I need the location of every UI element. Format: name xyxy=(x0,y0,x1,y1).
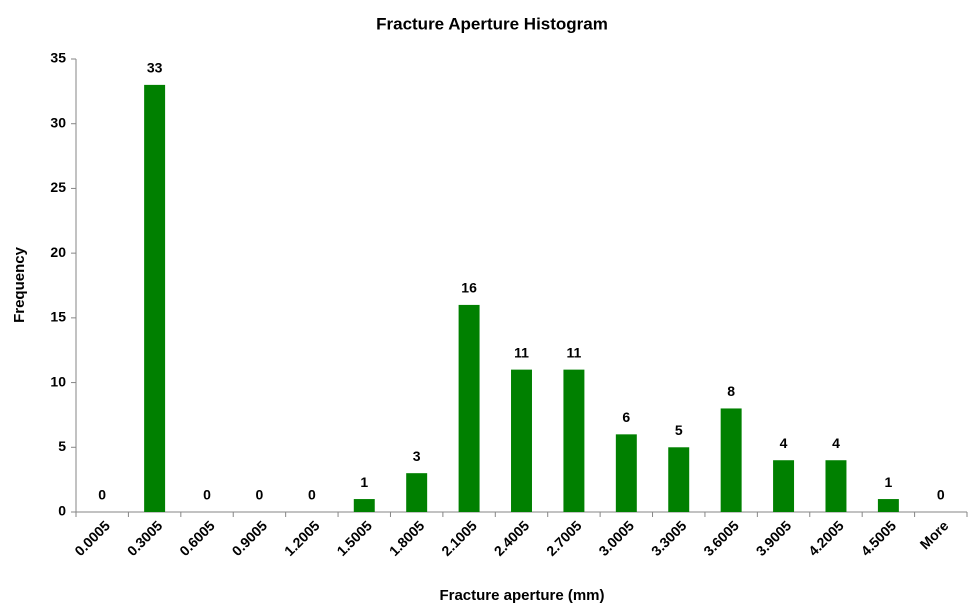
x-tick-label: 1.2005 xyxy=(281,517,323,559)
data-label: 5 xyxy=(675,422,683,438)
data-label: 0 xyxy=(256,487,264,503)
x-tick-label: 3.9005 xyxy=(753,517,795,559)
bar xyxy=(511,369,532,512)
bar xyxy=(144,84,166,512)
data-label: 11 xyxy=(567,344,582,360)
data-label: 0 xyxy=(937,487,945,503)
bar xyxy=(563,369,585,512)
y-tick-label: 20 xyxy=(50,244,66,260)
data-label: 4 xyxy=(832,435,840,451)
bar xyxy=(406,473,428,512)
chart-title: Fracture Aperture Histogram xyxy=(376,14,608,33)
bar xyxy=(877,499,899,512)
data-label: 6 xyxy=(622,409,630,425)
y-tick-label: 30 xyxy=(50,114,66,130)
x-tick-label: 0.3005 xyxy=(124,517,166,559)
data-label: 0 xyxy=(308,487,316,503)
x-tick-label: 2.1005 xyxy=(438,517,480,559)
x-tick-label: 3.3005 xyxy=(648,517,690,559)
x-tick-label: 1.8005 xyxy=(386,517,428,559)
y-axis-label: Frequency xyxy=(11,246,28,323)
x-tick-label: 2.7005 xyxy=(543,517,585,559)
bar xyxy=(353,499,375,512)
x-tick-label: 4.2005 xyxy=(805,517,847,559)
bar xyxy=(458,304,480,512)
x-axis-label: Fracture aperture (mm) xyxy=(439,587,604,604)
x-tick-label: 2.4005 xyxy=(491,517,533,559)
bar xyxy=(720,408,742,512)
x-tick-label: 1.5005 xyxy=(333,517,375,559)
data-label: 0 xyxy=(203,487,211,503)
data-label: 0 xyxy=(98,487,106,503)
data-label: 1 xyxy=(360,474,368,490)
data-label: 16 xyxy=(461,280,477,296)
data-label: 8 xyxy=(727,383,735,399)
bar xyxy=(615,434,637,512)
data-label: 1 xyxy=(884,474,892,490)
y-tick-label: 0 xyxy=(58,503,66,519)
x-tick-label: 3.0005 xyxy=(595,517,637,559)
x-tick-label: More xyxy=(917,517,952,552)
bar xyxy=(825,460,847,512)
data-label: 3 xyxy=(413,448,421,464)
x-tick-label: 4.5005 xyxy=(858,517,900,559)
y-tick-label: 15 xyxy=(50,309,66,325)
bar xyxy=(668,447,690,512)
x-tick-label: 3.6005 xyxy=(700,517,742,559)
x-tick-label: 0.6005 xyxy=(176,517,218,559)
data-label: 11 xyxy=(514,344,529,360)
data-label: 4 xyxy=(780,435,788,451)
x-tick-label: 0.0005 xyxy=(71,517,113,559)
y-tick-label: 35 xyxy=(50,50,66,66)
y-tick-label: 25 xyxy=(50,179,66,195)
data-label: 33 xyxy=(147,60,163,76)
x-tick-label: 0.9005 xyxy=(229,517,271,559)
y-tick-label: 10 xyxy=(50,373,66,389)
bar xyxy=(773,460,795,512)
y-tick-label: 5 xyxy=(58,438,66,454)
